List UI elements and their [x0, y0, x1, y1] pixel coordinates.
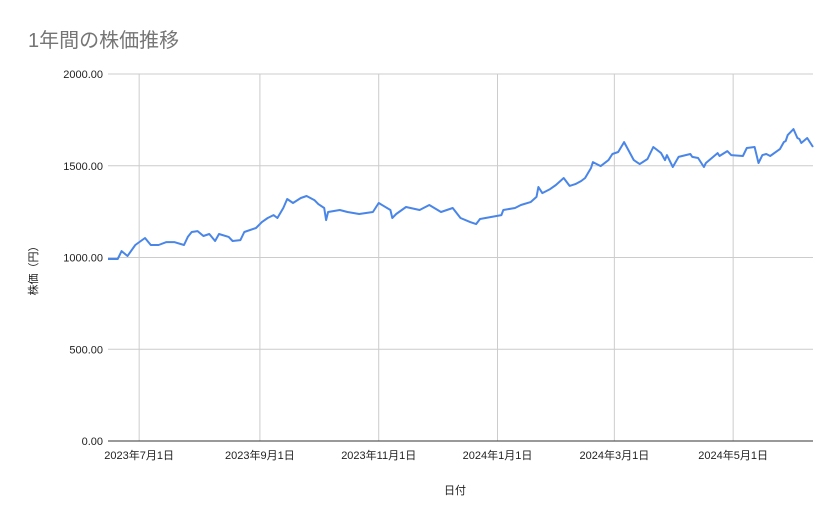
- x-tick-label: 2024年1月1日: [463, 448, 533, 462]
- y-axis-title: 株価（円）: [26, 241, 40, 296]
- x-tick-label: 2023年9月1日: [225, 448, 295, 462]
- y-tick-label: 500.00: [69, 344, 103, 356]
- x-tick-label: 2024年3月1日: [579, 448, 649, 462]
- y-axis-ticks: 0.00 500.00 1000.00 1500.00 2000.00: [63, 69, 103, 448]
- x-tick-label: 2023年7月1日: [104, 448, 174, 462]
- y-tick-label: 0.00: [82, 436, 103, 448]
- y-gridlines: [108, 73, 813, 350]
- x-gridlines: [138, 74, 734, 441]
- y-tick-label: 1500.00: [63, 161, 103, 173]
- price-series-line: [108, 128, 814, 260]
- x-tick-label: 2023年11月1日: [341, 448, 416, 462]
- chart-title: 1年間の株価推移: [28, 29, 179, 52]
- y-tick-label: 2000.00: [63, 69, 103, 81]
- x-axis-title: 日付: [444, 484, 466, 497]
- x-tick-label: 2024年5月1日: [698, 448, 768, 462]
- x-axis-ticks: 2023年7月1日 2023年9月1日 2023年11月1日 2024年1月1日 202…: [104, 448, 768, 462]
- y-tick-label: 1000.00: [63, 253, 103, 265]
